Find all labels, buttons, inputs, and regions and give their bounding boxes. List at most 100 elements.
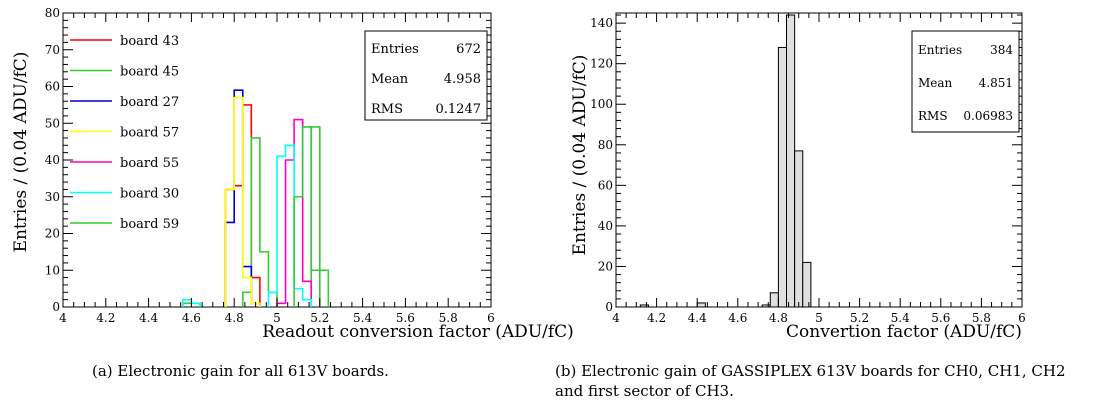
stats-box-b: Entries 384 Mean 4.851 RMS 0.06983	[911, 30, 1020, 133]
legend-a: board 43 board 45 board 27 board 57 board 55…	[70, 34, 179, 232]
x-tick-label-a: 4.2	[96, 311, 115, 325]
y-tick-label-a: 30	[45, 190, 60, 204]
legend-label: board 45	[120, 65, 179, 80]
x-tick-label-b: 4.4	[688, 311, 707, 325]
x-tick-label-b: 5.4	[891, 311, 910, 325]
series-a-4	[276, 118, 313, 307]
histogram-series-b	[639, 14, 812, 308]
y-axis-label-a: Entries / (0.04 ADU/fC)	[11, 52, 31, 253]
bar-a-5-4	[286, 145, 295, 307]
x-tick-label-b: 4.6	[728, 311, 747, 325]
bar-a-6-0	[294, 197, 303, 307]
histogram-panel-b: 4 4.2 4.4 4.6 4.8 5 5.2 5.4 5.6 5.8 60204060801001…	[570, 12, 1026, 342]
bar-b-7	[802, 261, 812, 308]
y-tick-label-a: 60	[45, 80, 60, 94]
x-axis-label-a: Readout conversion factor (ADU/fC)	[262, 322, 574, 342]
x-tick-label-b: 4.8	[769, 311, 788, 325]
stats-rms-label-a: RMS	[371, 102, 403, 117]
stats-entries-value-a: 672	[456, 42, 481, 57]
histogram-series-a	[182, 89, 330, 307]
x-tick-label-b: 5.2	[850, 311, 869, 325]
x-tick-label-b: 5.6	[931, 311, 950, 325]
y-tick-label-a: 70	[45, 43, 60, 57]
bar-a-5-3	[277, 156, 286, 307]
bar-b-1	[696, 302, 706, 308]
y-tick-label-b: 80	[598, 138, 613, 152]
axis-ticks-b: 4 4.2 4.4 4.6 4.8 5 5.2 5.4 5.6 5.8 60204060801001…	[590, 13, 1026, 325]
bar-a-6-1	[303, 127, 312, 307]
x-tick-label-b: 5	[815, 311, 823, 325]
y-tick-label-a: 50	[45, 116, 60, 130]
bar-a-1-7	[320, 270, 329, 307]
x-tick-label-a: 5.8	[439, 311, 458, 325]
stats-rms-value-b: 0.06983	[963, 109, 1013, 123]
legend-label: board 43	[120, 34, 179, 49]
stats-entries-label-b: Entries	[918, 43, 962, 57]
stats-box-a: Entries 672 Mean 4.958 RMS 0.1247	[364, 30, 488, 121]
bar-a-3-2	[243, 278, 252, 307]
y-tick-label-b: 40	[598, 219, 613, 233]
legend-label: board 55	[120, 156, 179, 171]
stats-rms-label-b: RMS	[918, 109, 948, 123]
stats-mean-label-b: Mean	[918, 76, 953, 90]
x-tick-label-a: 5.4	[353, 311, 372, 325]
x-tick-label-a: 4.8	[225, 311, 244, 325]
y-tick-label-a: 10	[45, 263, 60, 277]
stats-mean-value-a: 4.958	[444, 72, 481, 87]
bar-a-1-4	[260, 252, 269, 307]
bar-b-6	[794, 150, 804, 308]
y-tick-label-a: 40	[45, 153, 60, 167]
bar-b-4	[777, 46, 788, 308]
y-tick-label-a: 0	[52, 300, 60, 314]
x-tick-label-a: 5.2	[310, 311, 329, 325]
bar-b-3	[769, 292, 779, 308]
y-tick-label-b: 0	[605, 300, 613, 314]
x-tick-label-b: 5.8	[972, 311, 991, 325]
x-tick-label-a: 4.6	[182, 311, 201, 325]
bar-a-3-0	[226, 189, 235, 307]
bar-step-a-4-0	[276, 118, 313, 307]
legend-label: board 30	[120, 187, 179, 202]
bar-b-2	[761, 304, 771, 308]
legend-label: board 57	[120, 126, 179, 141]
legend-label: board 59	[120, 217, 179, 232]
y-tick-label-a: 20	[45, 227, 60, 241]
bar-a-6-2	[311, 270, 320, 307]
stats-mean-label-a: Mean	[371, 72, 409, 87]
x-tick-label-a: 6	[487, 311, 495, 325]
bar-a-1-3	[251, 138, 260, 307]
bar-a-5-2	[268, 292, 277, 307]
caption-a: (a) Electronic gain for all 613V boards.	[92, 362, 389, 380]
series-b-0	[639, 14, 812, 308]
x-tick-label-a: 4.4	[139, 311, 158, 325]
bar-b-5	[786, 14, 796, 308]
y-tick-label-b: 100	[590, 97, 613, 111]
y-tick-label-b: 60	[598, 178, 613, 192]
x-axis-label-b: Convertion factor (ADU/fC)	[786, 322, 1022, 342]
x-tick-label-b: 6	[1018, 311, 1026, 325]
caption-b: (b) Electronic gain of GASSIPLEX 613V bo…	[555, 362, 1066, 400]
y-tick-label-b: 120	[590, 57, 613, 71]
x-tick-label-a: 4	[59, 311, 67, 325]
x-tick-label-b: 4	[612, 311, 620, 325]
bar-a-5-0	[183, 300, 192, 307]
bar-b-0	[639, 304, 649, 308]
y-tick-label-b: 140	[590, 16, 613, 30]
y-axis-label-b: Entries / (0.04 ADU/fC)	[570, 55, 590, 256]
bar-a-3-1	[234, 98, 243, 307]
stats-mean-value-b: 4.851	[979, 76, 1013, 90]
y-tick-label-b: 20	[598, 259, 613, 273]
stats-rms-value-a: 0.1247	[436, 102, 482, 117]
histogram-panel-a: 4 4.2 4.4 4.6 4.8 5 5.2 5.4 5.6 5.8 60102030405060…	[11, 6, 574, 342]
bar-step-a-6-0	[293, 126, 321, 307]
stats-entries-label-a: Entries	[371, 42, 419, 57]
x-tick-label-a: 5.6	[396, 311, 415, 325]
series-a-6	[293, 126, 321, 307]
bar-a-5-1	[191, 303, 200, 307]
x-tick-label-b: 4.2	[647, 311, 666, 325]
x-tick-label-a: 5	[273, 311, 281, 325]
legend-label: board 27	[120, 95, 179, 110]
y-tick-label-a: 80	[45, 6, 60, 20]
stats-entries-value-b: 384	[990, 43, 1013, 57]
